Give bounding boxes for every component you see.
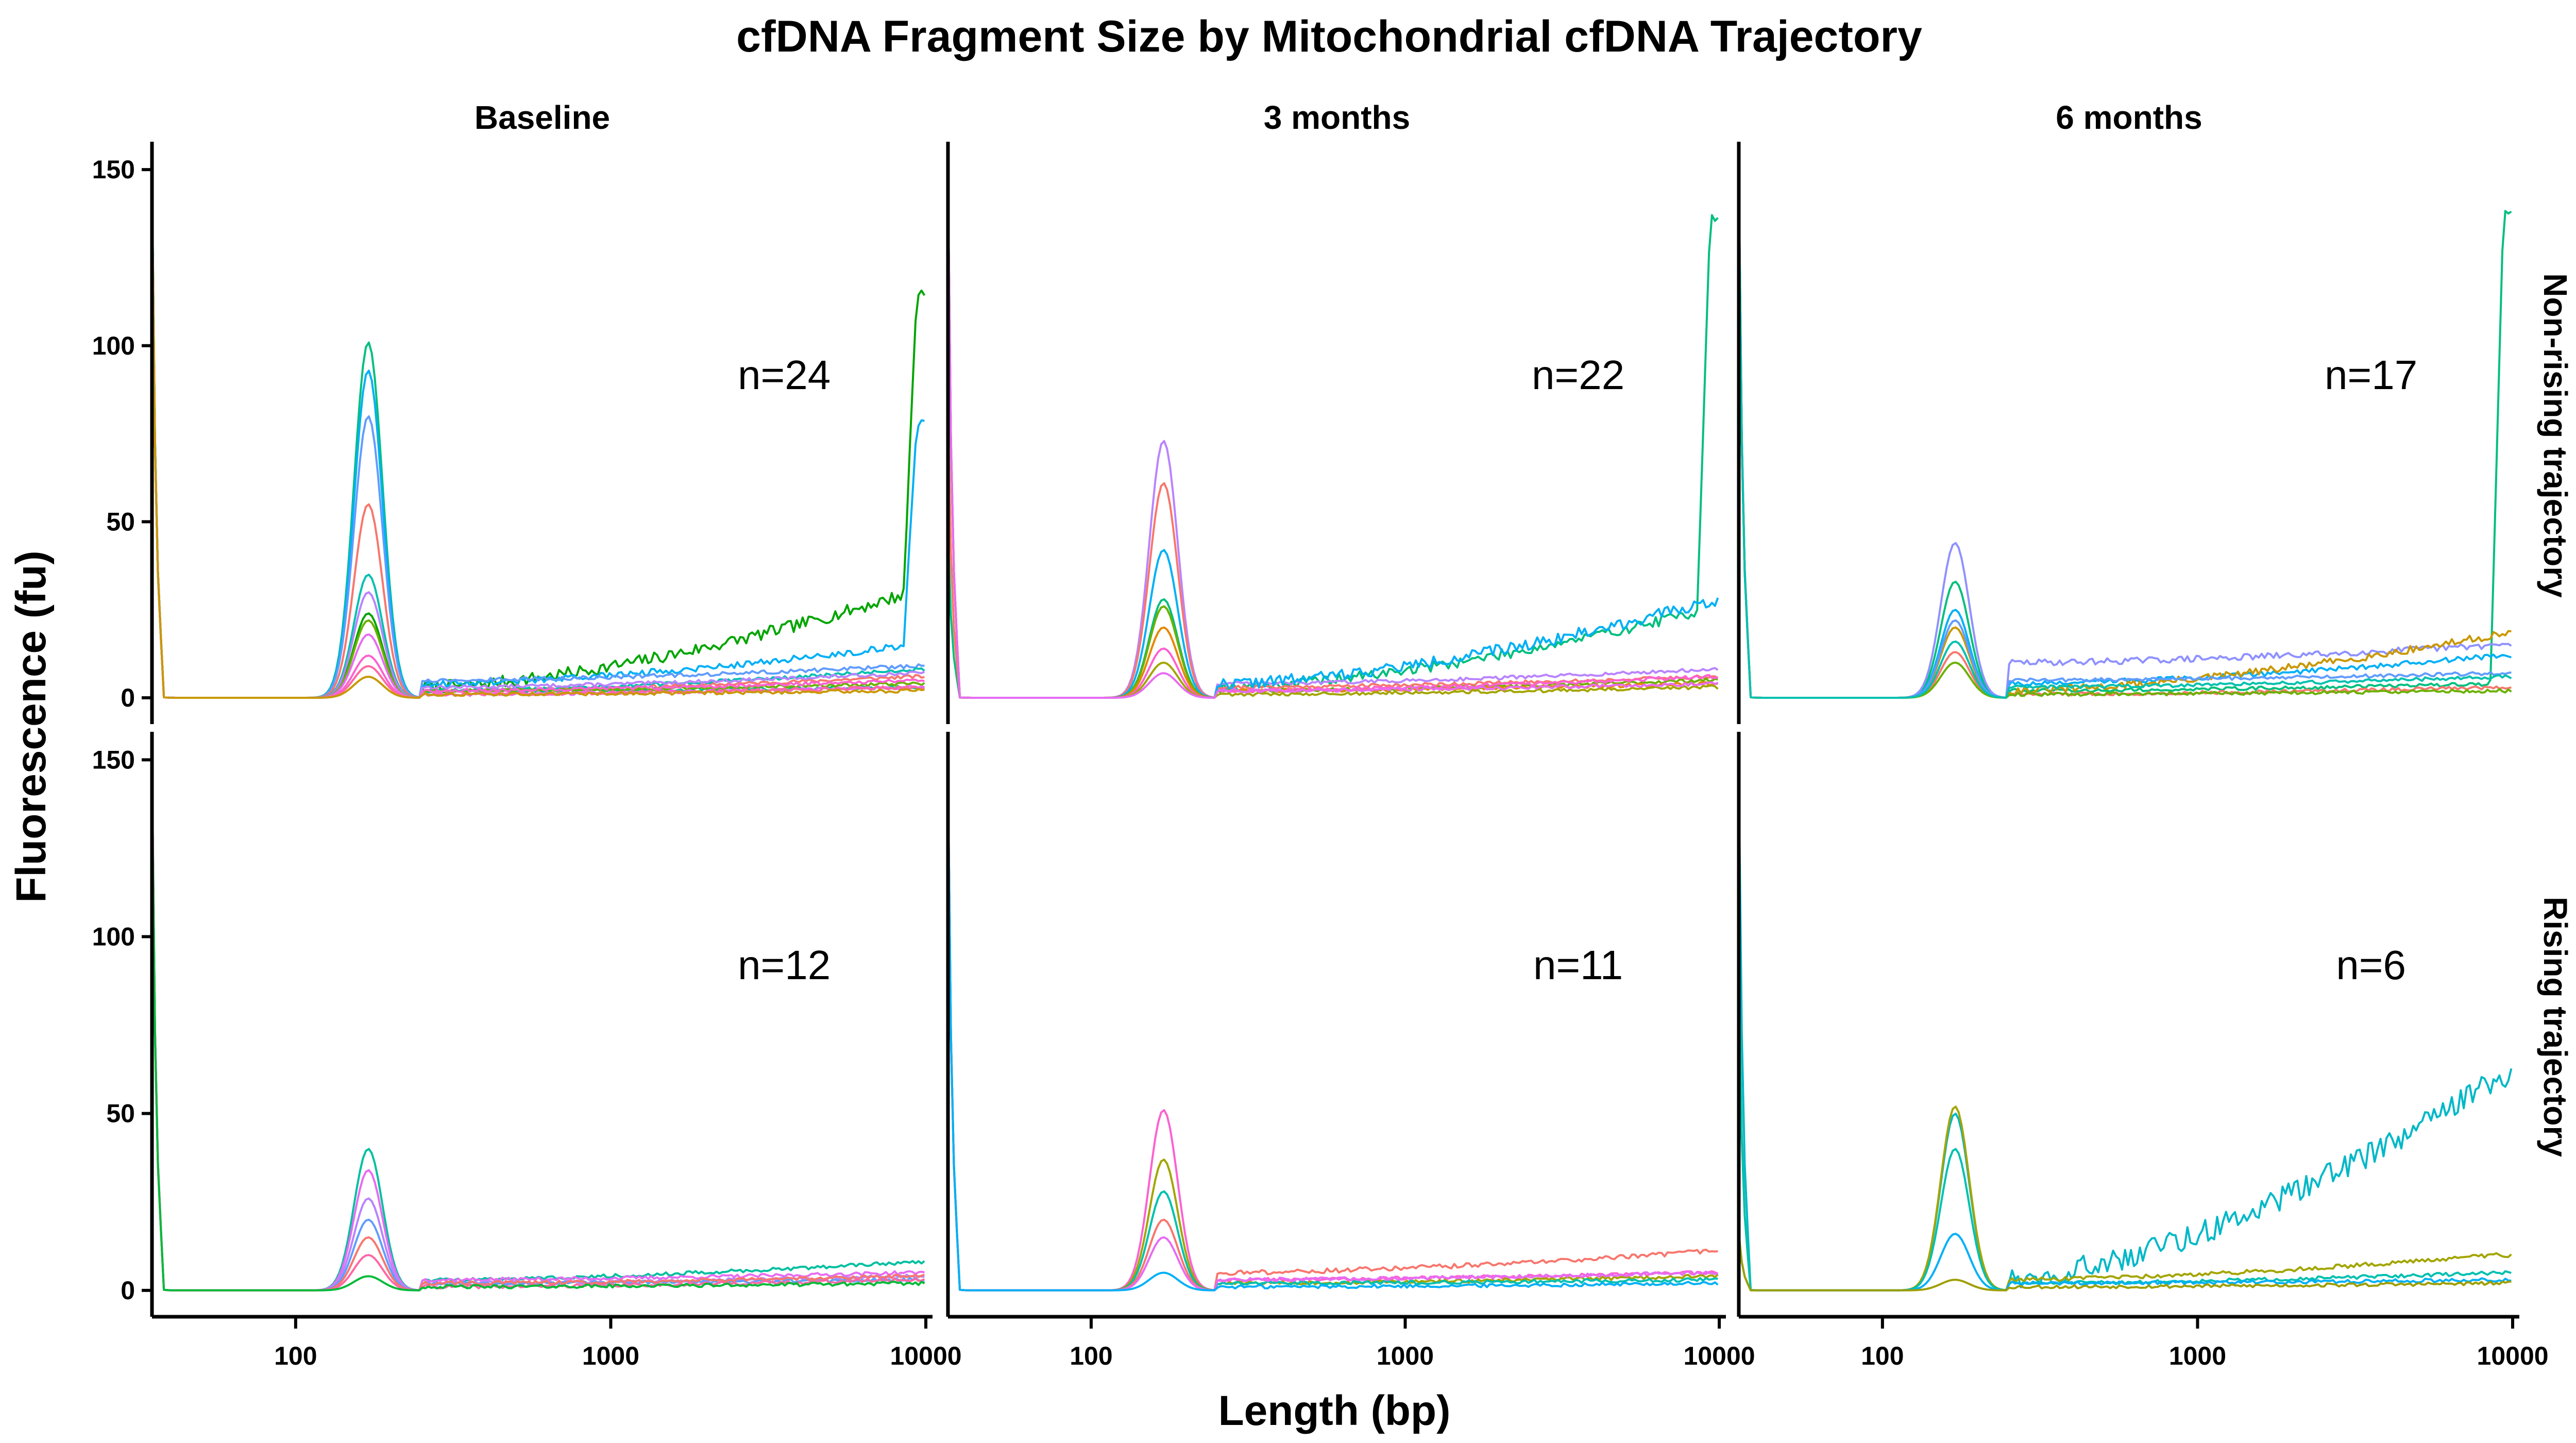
sample-size-label: n=22 (1532, 352, 1624, 398)
panel-rising-2: n=6 (1738, 774, 2513, 1291)
series-line (151, 191, 925, 699)
series-line (151, 770, 925, 1291)
series-line (1738, 173, 2512, 699)
series-line (151, 766, 925, 1291)
series-line (151, 180, 925, 699)
series-line (1738, 180, 2512, 699)
facet-row-label: Rising trajectory (2537, 897, 2574, 1157)
series-line (1738, 774, 2513, 1291)
panel-nonrising-0: n=24 (151, 176, 926, 699)
sample-size-label: n=11 (1533, 942, 1623, 988)
x-tick-label: 10000 (1684, 1341, 1755, 1370)
series-line (151, 187, 925, 699)
series-line (947, 777, 1719, 1291)
y-tick-label: 50 (106, 507, 135, 536)
series-line (947, 191, 1719, 699)
series-line (151, 187, 925, 699)
series-line (151, 191, 925, 699)
series-line (151, 183, 925, 699)
sample-size-label: n=12 (738, 942, 831, 988)
series-line (1738, 183, 2512, 699)
panel-rising-0: n=12 (151, 760, 925, 1291)
series-line (151, 777, 925, 1291)
series-line (947, 214, 1719, 699)
series-line (947, 774, 1719, 1291)
series-line (947, 176, 1719, 699)
y-tick-label: 150 (92, 745, 135, 774)
facet-column-label: 3 months (1264, 99, 1410, 136)
series-line (151, 774, 925, 1291)
x-tick-label: 100 (1861, 1341, 1904, 1370)
x-axis-label: Length (bp) (1218, 1387, 1451, 1434)
series-line (151, 176, 926, 699)
y-tick-label: 100 (92, 922, 135, 951)
sample-size-label: n=6 (2336, 942, 2406, 988)
y-tick-label: 0 (121, 683, 135, 712)
series-line (151, 760, 925, 1291)
series-line (1738, 982, 2512, 1291)
y-tick-label: 100 (92, 331, 135, 360)
facet-column-label: 6 months (2056, 99, 2202, 136)
y-tick-label: 150 (92, 155, 135, 184)
series-line (1738, 170, 2512, 699)
series-line (1738, 187, 2512, 699)
series-line (1738, 183, 2512, 699)
series-line (947, 183, 1718, 699)
series-line (947, 409, 1719, 699)
series-line (947, 777, 1719, 1291)
series-line (1738, 176, 2512, 699)
x-tick-label: 100 (1070, 1341, 1112, 1370)
series-line (151, 187, 925, 699)
series-line (151, 766, 925, 1291)
series-line (151, 763, 925, 1291)
series-line (1738, 187, 2512, 699)
series-line (947, 774, 1718, 1291)
y-tick-label: 0 (121, 1276, 135, 1305)
x-tick-label: 10000 (890, 1341, 962, 1370)
sample-size-label: n=17 (2325, 352, 2417, 398)
y-tick-label: 50 (106, 1099, 135, 1128)
series-line (947, 180, 1719, 699)
x-tick-label: 100 (274, 1341, 317, 1370)
y-axis-label: Fluorescence (fu) (8, 550, 55, 902)
chart-title: cfDNA Fragment Size by Mitochondrial cfD… (736, 12, 1922, 61)
series-line (1738, 986, 2512, 1291)
series-line (1738, 1233, 2512, 1291)
series-line (151, 191, 925, 699)
series-line (947, 183, 1718, 699)
x-tick-label: 1000 (2169, 1341, 2226, 1370)
sample-size-label: n=24 (738, 352, 831, 398)
x-tick-label: 1000 (582, 1341, 639, 1370)
facet-column-label: Baseline (474, 99, 610, 136)
series-line (151, 187, 925, 699)
series-line (947, 781, 1718, 1291)
series-line (947, 187, 1718, 699)
series-line (151, 183, 925, 699)
facet-row-label: Non-rising trajectory (2537, 273, 2574, 598)
x-tick-label: 10000 (2477, 1341, 2549, 1370)
series-line (947, 176, 1719, 699)
panel-rising-1: n=11 (947, 774, 1719, 1291)
panel-nonrising-2: n=17 (1738, 170, 2512, 699)
x-tick-label: 1000 (1377, 1341, 1434, 1370)
series-line (947, 777, 1718, 1291)
panel-nonrising-1: n=22 (947, 176, 1719, 699)
